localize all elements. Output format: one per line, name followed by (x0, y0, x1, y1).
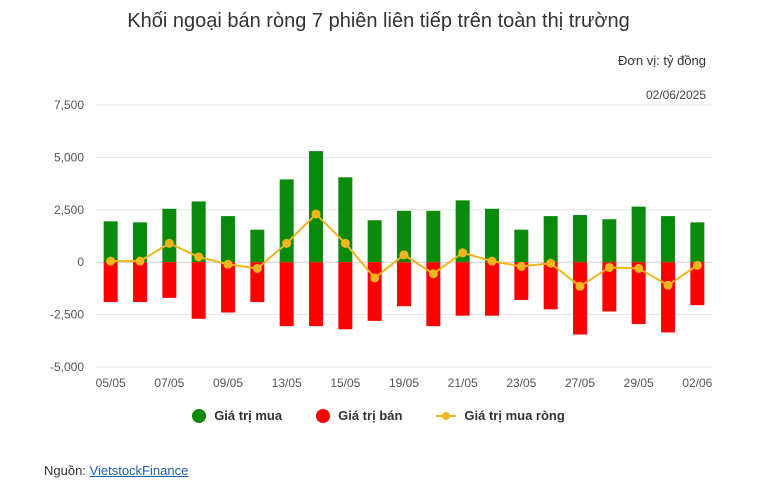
sell-bar (309, 262, 323, 327)
legend-label-sell: Giá trị bán (338, 408, 403, 423)
buy-bar (455, 200, 470, 263)
legend-label-net: Giá trị mua ròng (464, 408, 565, 423)
sell-bar (279, 262, 294, 327)
net-point (135, 256, 145, 266)
net-point (487, 256, 497, 266)
sell-bar (455, 262, 470, 316)
buy-bar (279, 179, 294, 263)
sell-bar (485, 262, 499, 316)
legend-swatch-buy (192, 408, 207, 423)
net-point (194, 252, 204, 262)
buy-bar (543, 216, 558, 263)
legend: Giá trị mua Giá trị bán Giá trị mua ròng (0, 408, 757, 423)
net-point (428, 269, 438, 279)
sell-bar (690, 262, 705, 306)
sell-bar (191, 262, 206, 319)
sell-bar (631, 262, 646, 325)
buy-bar (367, 220, 382, 263)
net-point (223, 259, 233, 269)
source-link[interactable]: VietstockFinance (89, 463, 189, 478)
legend-label-buy: Giá trị mua (214, 408, 283, 423)
sell-bar (250, 262, 265, 303)
source-label: Nguồn: (44, 463, 90, 478)
buy-bar (690, 222, 705, 263)
sell-bar (514, 262, 529, 300)
net-point (546, 258, 556, 268)
buy-bar (191, 201, 206, 263)
net-point (604, 262, 614, 272)
buy-bar (602, 219, 617, 263)
x-tick-label: 05/05 (96, 376, 126, 390)
net-point (370, 273, 380, 283)
net-point (516, 261, 526, 271)
x-tick-label: 23/05 (506, 376, 536, 390)
net-point (282, 238, 292, 248)
sell-bar (103, 262, 118, 303)
buy-bar (661, 216, 675, 263)
sell-bar (573, 262, 587, 335)
x-tick-label: 09/05 (213, 376, 243, 390)
legend-item-net[interactable]: Giá trị mua ròng (436, 408, 565, 423)
sell-bar (133, 262, 147, 303)
buy-bar (221, 216, 235, 263)
net-point (252, 263, 262, 273)
net-point (663, 280, 673, 290)
net-point (164, 238, 174, 248)
net-point (399, 250, 409, 260)
x-tick-label: 13/05 (272, 376, 302, 390)
sell-bar (543, 262, 558, 310)
y-tick-label: 0 (77, 255, 84, 269)
buy-bar (573, 215, 587, 263)
y-tick-label: 2,500 (54, 203, 84, 217)
net-point (106, 256, 116, 266)
buy-bar (631, 206, 646, 263)
buy-bar (133, 222, 147, 263)
buy-bar (162, 208, 177, 263)
sell-bar (426, 262, 441, 327)
date-label: 02/06/2025 (645, 88, 706, 102)
net-point (575, 281, 585, 291)
legend-swatch-sell (316, 408, 331, 423)
buy-bar (250, 229, 265, 263)
net-point (692, 260, 702, 270)
sell-bar (397, 262, 411, 307)
source-note: Nguồn: VietstockFinance (44, 463, 188, 478)
net-point (634, 263, 644, 273)
x-tick-label: 15/05 (330, 376, 360, 390)
net-point (311, 209, 321, 219)
y-tick-label: -5,000 (50, 360, 84, 374)
buy-bar (485, 208, 499, 263)
x-tick-label: 21/05 (448, 376, 478, 390)
legend-swatch-net (436, 409, 457, 423)
y-tick-label: 5,000 (54, 150, 84, 164)
sell-bar (338, 262, 353, 330)
buy-bar (309, 151, 323, 263)
sell-bar (162, 262, 177, 298)
legend-item-buy[interactable]: Giá trị mua (192, 408, 282, 423)
x-tick-label: 07/05 (154, 376, 184, 390)
buy-bar (103, 221, 118, 263)
net-point (340, 238, 350, 248)
buy-bar (397, 210, 411, 263)
x-tick-label: 19/05 (389, 376, 419, 390)
buy-bar (426, 210, 441, 263)
buy-bar (514, 229, 529, 263)
y-tick-label: 7,500 (54, 98, 84, 112)
chart-title: Khối ngoại bán ròng 7 phiên liên tiếp tr… (127, 10, 630, 32)
unit-label: Đơn vị: tỷ đồng (617, 53, 706, 68)
sell-bar (661, 262, 675, 333)
sell-bar (221, 262, 235, 313)
sell-bar (602, 262, 617, 312)
y-tick-label: -2,500 (50, 308, 84, 322)
x-tick-label: 29/05 (624, 376, 654, 390)
legend-item-sell[interactable]: Giá trị bán (316, 408, 402, 423)
x-tick-label: 02/06 (682, 376, 712, 390)
net-point (458, 248, 468, 258)
x-tick-label: 27/05 (565, 376, 595, 390)
